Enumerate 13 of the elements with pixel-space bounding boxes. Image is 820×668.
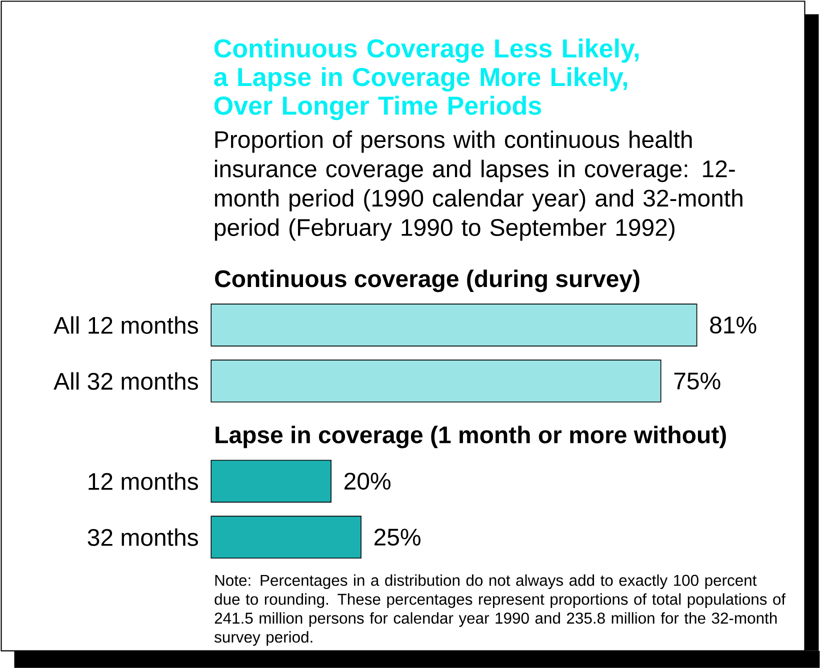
data-label: 75%	[674, 372, 720, 390]
y-tick-label: All 12 months	[54, 316, 198, 334]
y-tick-label: All 32 months	[54, 372, 198, 390]
y-tick-label: 12 months	[88, 472, 198, 490]
annotation: Lapse in coverage (1 month or more without)	[216, 426, 726, 448]
annotation: Note: Percentages in a distribution do not always add to exactly 100 percent due to rounding. These percentages represent proportions of total populations of 241.5 million persons for calendar year 1990 and 235.8 million for the 32-month survey period.	[214, 574, 786, 646]
annotation: Continuous coverage (during survey)	[215, 270, 640, 292]
chart-subtitle: Proportion of persons with continuous health insurance coverage and lapses in coverage: 12-month period (1990 calendar year) and 32-month period (February 1990 to September 1992)	[214, 130, 742, 241]
chart-title: Continuous Coverage Less Likely, a Lapse in Coverage More Likely, Over Longer Time Periods	[214, 38, 639, 120]
data-label: 81%	[710, 316, 756, 334]
data-label: 25%	[374, 528, 420, 546]
data-label: 20%	[344, 472, 390, 490]
y-tick-label: 32 months	[88, 528, 198, 546]
